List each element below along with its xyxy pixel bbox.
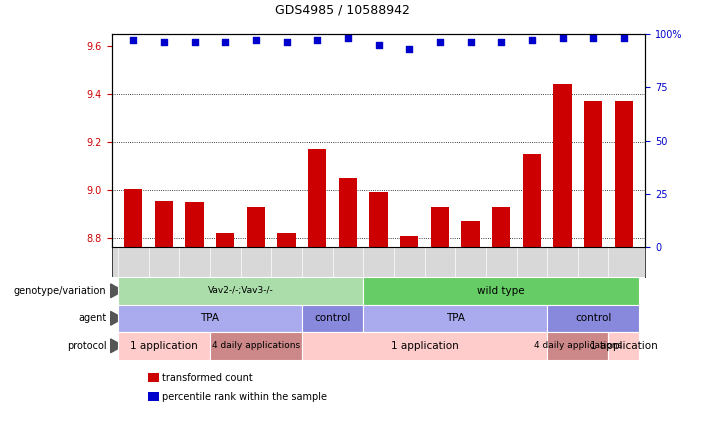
Bar	[118, 277, 363, 305]
Bar	[339, 178, 357, 247]
Point	[495, 39, 507, 46]
Bar	[216, 233, 234, 247]
Text: control: control	[314, 313, 350, 323]
Bar	[118, 332, 210, 360]
Bar	[553, 84, 572, 247]
Bar	[308, 148, 327, 247]
Bar	[118, 305, 302, 332]
Bar	[278, 233, 296, 247]
Text: TPA: TPA	[200, 313, 219, 323]
Text: wild type: wild type	[477, 286, 525, 296]
Bar	[430, 207, 449, 247]
Point	[404, 45, 415, 52]
Point	[219, 39, 231, 46]
Bar	[302, 305, 363, 332]
Polygon shape	[111, 311, 123, 325]
Bar	[302, 332, 547, 360]
Text: percentile rank within the sample: percentile rank within the sample	[162, 392, 327, 402]
Point	[189, 39, 200, 46]
Point	[465, 39, 477, 46]
Bar	[523, 154, 541, 247]
Text: genotype/variation: genotype/variation	[14, 286, 107, 296]
Bar	[363, 305, 547, 332]
Bar	[363, 277, 639, 305]
Point	[342, 35, 353, 41]
Bar	[609, 332, 639, 360]
Text: TPA: TPA	[446, 313, 464, 323]
Polygon shape	[111, 339, 123, 353]
Bar	[547, 332, 609, 360]
Point	[557, 35, 568, 41]
Text: 1 application: 1 application	[130, 341, 198, 351]
Bar	[614, 101, 633, 247]
Point	[280, 39, 292, 46]
Bar	[461, 221, 479, 247]
Text: GDS4985 / 10588942: GDS4985 / 10588942	[275, 4, 410, 17]
Text: 1 application: 1 application	[590, 341, 658, 351]
Text: agent: agent	[78, 313, 107, 323]
Bar	[210, 332, 302, 360]
Polygon shape	[111, 284, 123, 298]
Text: 4 daily applications: 4 daily applications	[534, 341, 622, 350]
Point	[250, 37, 262, 44]
Text: 4 daily applications: 4 daily applications	[212, 341, 300, 350]
Point	[588, 35, 599, 41]
Text: 1 application: 1 application	[391, 341, 459, 351]
Point	[526, 37, 538, 44]
Point	[434, 39, 446, 46]
Bar	[400, 236, 418, 247]
Bar	[247, 207, 265, 247]
Text: protocol: protocol	[67, 341, 107, 351]
Text: Vav2-/-;Vav3-/-: Vav2-/-;Vav3-/-	[208, 286, 273, 295]
Bar	[547, 305, 639, 332]
Bar	[124, 189, 143, 247]
Bar	[155, 201, 173, 247]
Point	[128, 37, 139, 44]
Bar	[369, 192, 388, 247]
Point	[373, 41, 384, 48]
Bar	[185, 202, 204, 247]
Bar	[584, 101, 602, 247]
Point	[311, 37, 323, 44]
Point	[618, 35, 629, 41]
Bar	[492, 207, 510, 247]
Text: transformed count: transformed count	[162, 373, 253, 383]
Text: control: control	[575, 313, 611, 323]
Point	[158, 39, 169, 46]
